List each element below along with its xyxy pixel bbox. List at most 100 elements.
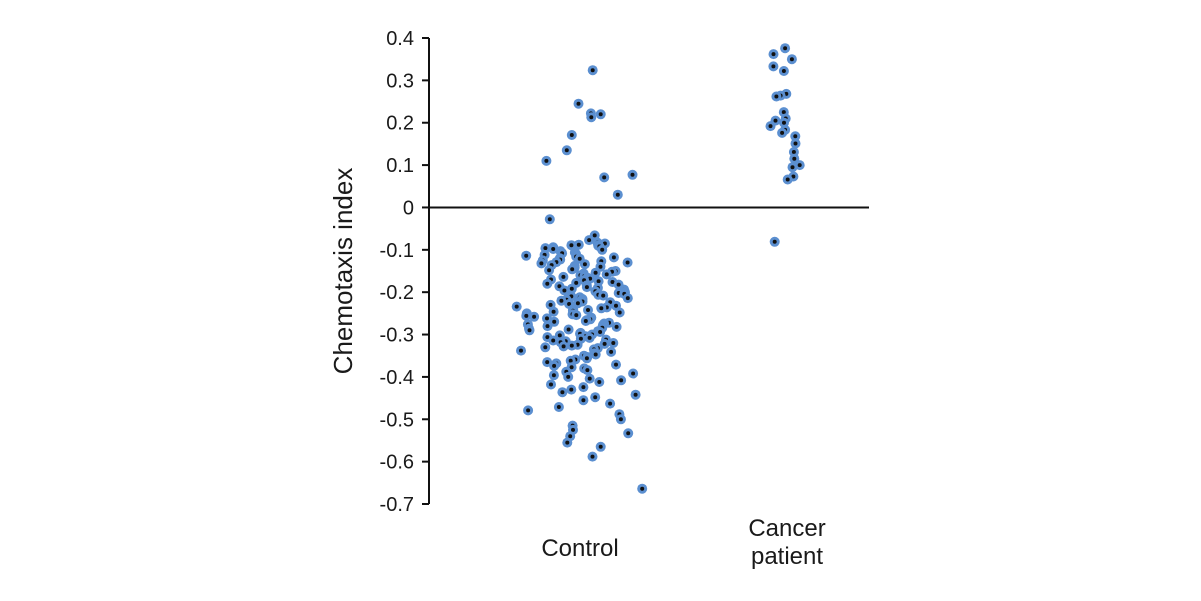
data-point: [559, 285, 570, 296]
data-point: [790, 131, 801, 142]
data-point-center: [561, 274, 566, 279]
data-point: [599, 172, 610, 183]
data-point-center: [792, 156, 797, 161]
data-point: [571, 310, 582, 321]
y-tick-label: 0.1: [386, 155, 414, 177]
data-point-center: [598, 444, 603, 449]
data-point-center: [545, 335, 550, 340]
data-point-center: [783, 46, 788, 51]
data-point: [549, 360, 560, 371]
data-point: [765, 121, 776, 132]
data-point-center: [604, 272, 609, 277]
data-point-center: [617, 310, 622, 315]
data-point: [627, 169, 638, 180]
data-point: [768, 61, 779, 72]
y-tick-label: -0.6: [380, 452, 414, 474]
data-point: [615, 414, 626, 425]
data-point-center: [551, 338, 556, 343]
data-point-center: [570, 267, 575, 272]
data-point-center: [640, 486, 645, 491]
data-point-center: [574, 313, 579, 318]
data-point-center: [601, 293, 606, 298]
data-point-center: [590, 454, 595, 459]
data-point-center: [543, 345, 548, 350]
data-point-center: [559, 298, 564, 303]
data-point: [590, 349, 601, 360]
data-point-center: [583, 319, 588, 323]
data-point: [628, 368, 639, 379]
data-point: [590, 392, 601, 403]
data-point-center: [611, 255, 616, 260]
data-point: [553, 402, 564, 412]
data-point-center: [552, 363, 557, 368]
data-point-center: [524, 313, 529, 318]
data-point: [573, 239, 584, 250]
data-point-center: [773, 118, 778, 123]
data-point: [630, 389, 641, 400]
data-point: [769, 236, 780, 247]
data-point-center: [789, 57, 794, 62]
data-point-center: [590, 68, 595, 73]
data-point: [558, 271, 569, 282]
data-point-center: [588, 276, 593, 281]
data-point-center: [551, 247, 556, 251]
data-point-center: [566, 327, 571, 332]
data-point: [540, 342, 551, 353]
data-point-center: [791, 174, 796, 179]
data-point: [578, 382, 589, 393]
data-point: [563, 324, 574, 335]
data-point-center: [598, 264, 603, 269]
data-point: [611, 359, 621, 370]
data-point: [612, 189, 623, 200]
data-point-center: [584, 356, 589, 361]
data-point: [622, 293, 633, 304]
data-point-center: [596, 279, 601, 284]
data-point-center: [539, 261, 544, 266]
data-point-center: [625, 260, 630, 265]
data-point-center: [557, 284, 562, 289]
data-point: [595, 327, 606, 337]
data-point-center: [586, 308, 590, 312]
y-tick-label: 0.3: [386, 70, 414, 92]
data-point: [584, 373, 595, 384]
data-point-center: [569, 243, 574, 248]
data-point-center: [782, 120, 786, 125]
data-point-center: [581, 385, 586, 390]
data-point: [566, 130, 577, 140]
data-point-center: [587, 376, 592, 381]
data-point: [567, 264, 578, 275]
data-point: [778, 66, 789, 76]
data-point-center: [614, 303, 618, 308]
data-point: [566, 340, 577, 351]
data-point: [524, 325, 535, 336]
data-point-center: [619, 378, 624, 383]
data-point-center: [569, 387, 574, 392]
y-tick-label: 0.4: [386, 28, 414, 50]
data-point: [768, 49, 779, 60]
data-point-center: [589, 115, 594, 120]
data-point: [581, 353, 592, 364]
data-point-center: [616, 282, 621, 287]
data-point-center: [549, 382, 553, 387]
data-point-center: [611, 341, 616, 345]
data-point: [771, 91, 782, 102]
data-point-center: [564, 148, 569, 153]
data-point-center: [609, 349, 614, 354]
y-tick-label: 0.2: [386, 113, 414, 135]
y-tick-label: -0.3: [380, 325, 414, 347]
data-point-center: [514, 304, 519, 309]
y-axis-title: Chemotaxis index: [328, 168, 358, 375]
data-point-center: [599, 306, 604, 311]
data-point-center: [633, 392, 638, 397]
data-point-center: [569, 365, 574, 370]
data-point-center: [561, 344, 566, 349]
data-point-center: [547, 268, 552, 273]
data-point-center: [582, 262, 587, 267]
data-point-center: [602, 175, 607, 180]
data-point: [587, 451, 598, 462]
data-point-center: [781, 69, 786, 73]
data-point-center: [793, 134, 798, 139]
data-point: [586, 112, 597, 123]
data-point: [578, 395, 589, 406]
